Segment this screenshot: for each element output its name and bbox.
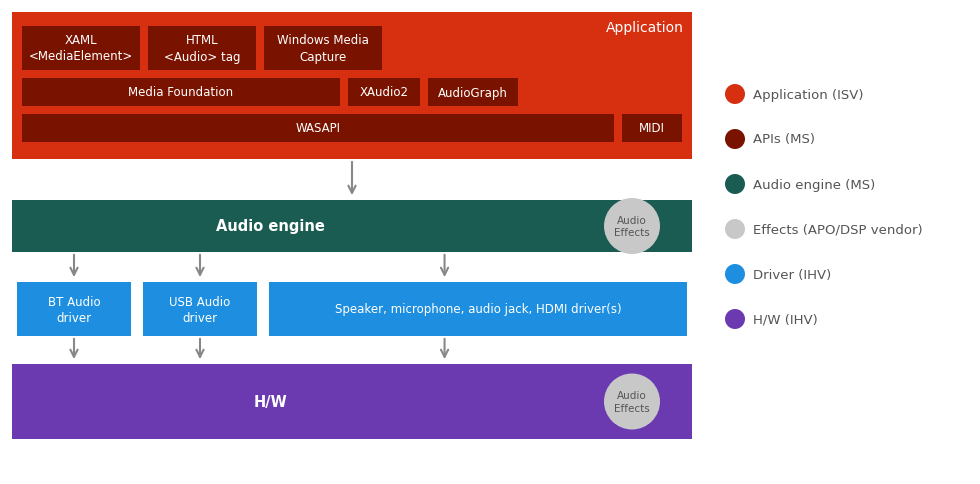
Text: Application: Application [606, 21, 684, 35]
Text: AudioGraph: AudioGraph [438, 86, 508, 99]
Ellipse shape [725, 220, 745, 240]
Text: Windows Media
Capture: Windows Media Capture [277, 34, 368, 63]
Text: Audio
Effects: Audio Effects [614, 215, 650, 238]
Ellipse shape [725, 264, 745, 285]
Text: BT Audio
driver: BT Audio driver [48, 295, 100, 324]
FancyBboxPatch shape [22, 79, 340, 107]
Text: H/W: H/W [254, 394, 287, 409]
FancyBboxPatch shape [12, 364, 692, 439]
FancyBboxPatch shape [348, 79, 420, 107]
FancyBboxPatch shape [428, 79, 518, 107]
FancyBboxPatch shape [143, 283, 257, 336]
Text: XAML
<MediaElement>: XAML <MediaElement> [28, 34, 133, 63]
Ellipse shape [725, 130, 745, 150]
Text: Audio engine: Audio engine [216, 219, 324, 234]
Text: WASAPI: WASAPI [296, 122, 340, 135]
Ellipse shape [725, 309, 745, 329]
Ellipse shape [604, 198, 660, 255]
Text: MIDI: MIDI [639, 122, 665, 135]
FancyBboxPatch shape [622, 115, 682, 143]
FancyBboxPatch shape [22, 115, 614, 143]
FancyBboxPatch shape [12, 200, 692, 253]
Text: H/W (IHV): H/W (IHV) [753, 313, 817, 326]
Text: Effects (APO/DSP vendor): Effects (APO/DSP vendor) [753, 223, 922, 236]
Ellipse shape [604, 374, 660, 430]
Text: Speaker, microphone, audio jack, HDMI driver(s): Speaker, microphone, audio jack, HDMI dr… [335, 303, 621, 316]
FancyBboxPatch shape [269, 283, 687, 336]
Text: Driver (IHV): Driver (IHV) [753, 268, 831, 281]
Ellipse shape [725, 175, 745, 195]
Text: USB Audio
driver: USB Audio driver [170, 295, 230, 324]
FancyBboxPatch shape [22, 27, 140, 71]
Text: HTML
<Audio> tag: HTML <Audio> tag [164, 34, 240, 63]
Text: APIs (MS): APIs (MS) [753, 133, 815, 146]
FancyBboxPatch shape [264, 27, 382, 71]
FancyBboxPatch shape [12, 13, 692, 160]
FancyBboxPatch shape [17, 283, 131, 336]
Text: Audio
Effects: Audio Effects [614, 391, 650, 413]
Text: XAudio2: XAudio2 [360, 86, 409, 99]
Text: Application (ISV): Application (ISV) [753, 88, 863, 101]
Ellipse shape [725, 85, 745, 105]
Text: Media Foundation: Media Foundation [128, 86, 233, 99]
Text: Audio engine (MS): Audio engine (MS) [753, 178, 875, 191]
FancyBboxPatch shape [148, 27, 256, 71]
